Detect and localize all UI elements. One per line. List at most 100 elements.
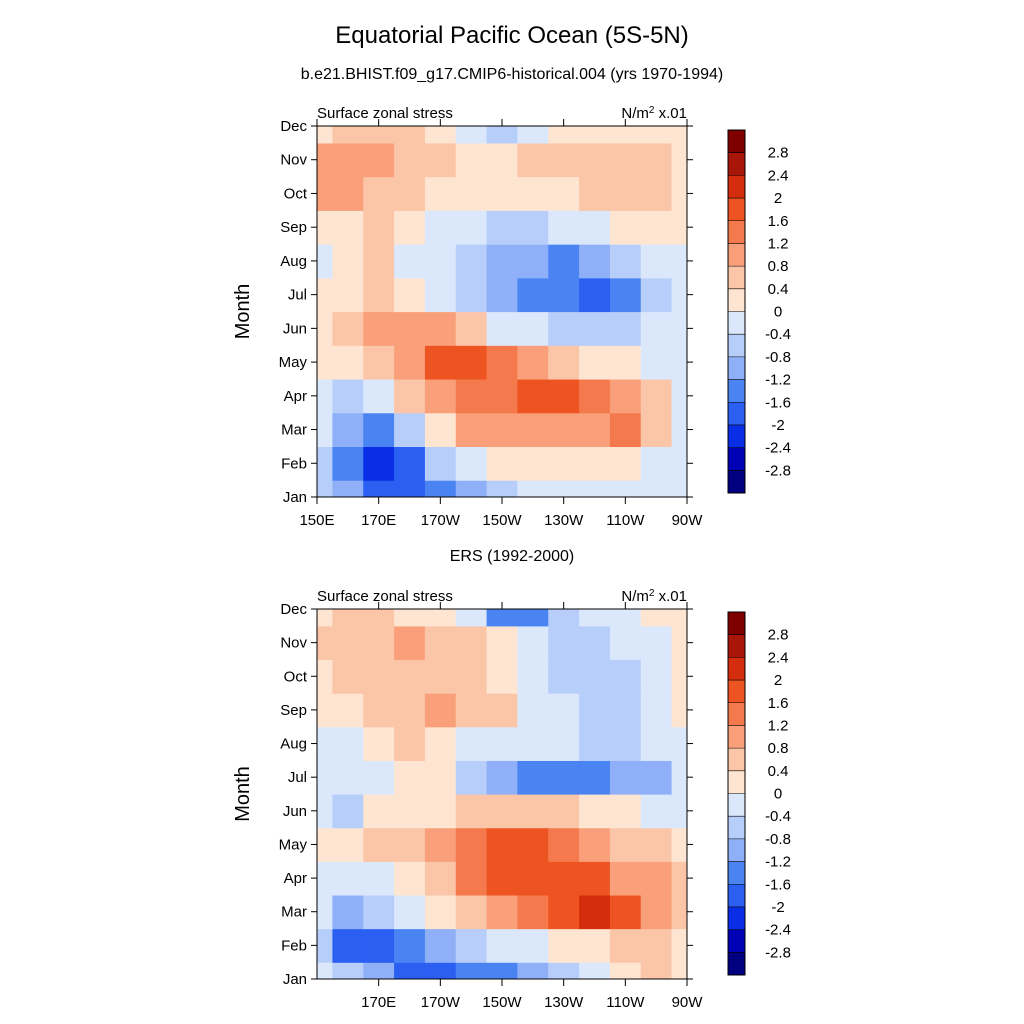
colorbar-swatch (728, 198, 745, 222)
heatmap-cell (609, 726, 642, 761)
colorbar-swatch (728, 634, 745, 658)
heatmap-cell (579, 760, 611, 795)
heatmap-cells (317, 609, 687, 979)
heatmap-cell (671, 726, 687, 761)
heatmap-cell (486, 378, 519, 414)
x-tick-label: 90W (672, 512, 704, 529)
y-tick-label: Mar (281, 904, 307, 921)
heatmap-cell (363, 277, 395, 313)
colorbar-swatch (728, 311, 745, 335)
heatmap-cell (486, 480, 519, 497)
heatmap-cell (455, 962, 488, 979)
heatmap-cell (332, 827, 364, 862)
heatmap-cell (609, 894, 642, 930)
heatmap-cell (332, 244, 364, 279)
heatmap-cell (394, 378, 426, 414)
y-tick-label: Jul (288, 769, 307, 786)
heatmap-cell (317, 142, 334, 178)
heatmap-cell (609, 962, 642, 979)
heatmap-cell (394, 142, 426, 178)
heatmap-cell (394, 659, 426, 694)
colorbar-label: -2 (771, 417, 784, 434)
heatmap-cell (517, 210, 549, 245)
heatmap-cell (671, 609, 687, 627)
heatmap-cell (424, 210, 457, 245)
colorbar-label: 2.8 (768, 145, 789, 162)
heatmap-cell (424, 894, 457, 930)
heatmap-cell (579, 894, 611, 930)
colorbar-swatch (728, 266, 745, 290)
heatmap-cell (317, 412, 334, 448)
colorbar-label: 2 (774, 190, 782, 207)
heatmap-cell (424, 446, 457, 481)
heatmap-cell (455, 760, 488, 795)
heatmap-cell (317, 277, 334, 313)
heatmap-cell (640, 311, 673, 346)
heatmap-cell (455, 609, 488, 627)
heatmap-cell (455, 928, 488, 963)
heatmap-cell (363, 625, 395, 661)
heatmap-cell (394, 345, 426, 380)
colorbar-swatch (728, 470, 745, 494)
colorbar-label: 0.8 (768, 740, 789, 757)
colorbar-swatch (728, 929, 745, 953)
x-tick-label: 170E (361, 512, 396, 529)
heatmap-cell (424, 142, 457, 178)
heatmap-cell (579, 861, 611, 896)
heatmap-cell (424, 609, 457, 627)
heatmap-cell (332, 693, 364, 728)
heatmap-cell (363, 693, 395, 728)
heatmap-cell (640, 609, 673, 627)
heatmap-cell (548, 412, 580, 448)
y-tick-label: Dec (280, 601, 307, 618)
heatmap-cell (455, 142, 488, 178)
heatmap-cell (455, 311, 488, 346)
heatmap-cell (363, 760, 395, 795)
y-tick-label: Apr (284, 870, 307, 887)
heatmap-cell (548, 625, 580, 661)
heatmap-cell (548, 928, 580, 963)
heatmap-cell (317, 446, 334, 481)
heatmap-cell (517, 277, 549, 313)
heatmap-cell (455, 210, 488, 245)
colorbar-swatch (728, 680, 745, 704)
heatmap-cell (517, 625, 549, 661)
heatmap-cell (317, 126, 334, 144)
heatmap-cell (640, 446, 673, 481)
colorbar-label: 2 (774, 672, 782, 689)
heatmap-cell (609, 142, 642, 178)
colorbar-label: -2.8 (765, 944, 791, 961)
heatmap-cell (455, 446, 488, 481)
heatmap-cell (548, 378, 580, 414)
x-tick-label: 90W (672, 994, 704, 1011)
colorbar-swatch (728, 725, 745, 749)
heatmap-cell (548, 244, 580, 279)
y-tick-label: May (279, 354, 308, 371)
y-tick-label: Sep (280, 702, 307, 719)
heatmap-cell (671, 693, 687, 728)
colorbar-swatch (728, 356, 745, 380)
main-title: Equatorial Pacific Ocean (5S-5N) (335, 22, 689, 49)
heatmap-cell (317, 210, 334, 245)
heatmap-cell (579, 446, 611, 481)
heatmap-cell (548, 126, 580, 144)
heatmap-cell (332, 609, 364, 627)
heatmap-cell (579, 311, 611, 346)
heatmap-cell (517, 894, 549, 930)
colorbar-label: 0.4 (768, 281, 789, 298)
heatmap-cell (548, 176, 580, 211)
heatmap-cell (332, 659, 364, 694)
heatmap-cell (548, 345, 580, 380)
heatmap-cell (332, 176, 364, 211)
heatmap-cell (455, 244, 488, 279)
heatmap-cell (455, 625, 488, 661)
heatmap-cell (517, 176, 549, 211)
heatmap-cell (363, 827, 395, 862)
heatmap-cell (671, 659, 687, 694)
heatmap-cell (363, 894, 395, 930)
heatmap-cell (640, 142, 673, 178)
heatmap-cell (517, 142, 549, 178)
heatmap-cell (640, 345, 673, 380)
heatmap-cell (517, 446, 549, 481)
